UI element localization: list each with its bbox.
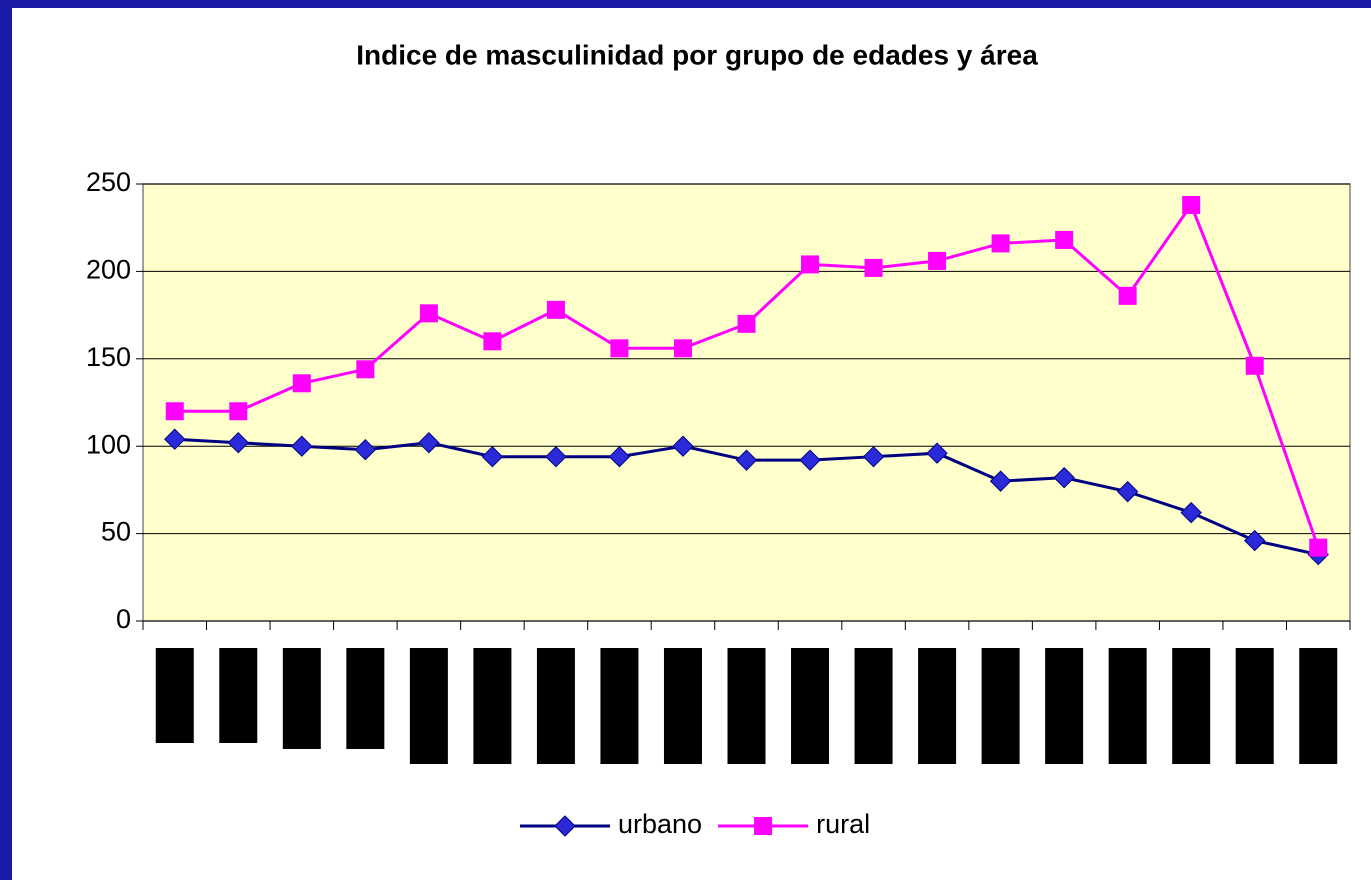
redacted-label (1299, 648, 1338, 764)
marker (864, 258, 883, 277)
marker (1116, 480, 1139, 503)
marker (554, 815, 576, 837)
marker (1118, 286, 1137, 305)
y-tick-label: 100 (86, 429, 131, 459)
marker (1245, 356, 1264, 375)
marker (672, 435, 694, 457)
marker (754, 817, 773, 835)
chart-title: Indice de masculinidad por grupo de edad… (356, 39, 1038, 70)
marker (227, 431, 249, 454)
marker (608, 445, 631, 468)
frame-top (0, 0, 1371, 8)
y-tick-label: 200 (86, 255, 131, 285)
marker (673, 339, 692, 358)
y-tick-label: 50 (101, 517, 131, 547)
marker (1055, 230, 1074, 249)
marker (991, 234, 1010, 253)
redacted-label (473, 648, 512, 764)
marker (928, 251, 947, 270)
marker (610, 339, 629, 358)
marker (989, 470, 1012, 492)
plot-area (142, 183, 1351, 622)
marker (1180, 501, 1202, 524)
marker (862, 445, 885, 468)
marker (419, 304, 438, 323)
marker (801, 255, 820, 274)
marker (481, 445, 504, 468)
redacted-label (854, 648, 893, 764)
redacted-label (409, 648, 448, 764)
redacted-label (727, 648, 766, 764)
redacted-label (346, 648, 385, 749)
marker (546, 300, 565, 319)
redacted-label (282, 648, 321, 749)
marker (545, 445, 567, 468)
redacted-label (536, 648, 575, 764)
redacted-label (663, 648, 702, 764)
marker (483, 332, 502, 351)
redacted-label (981, 648, 1020, 764)
marker (1244, 529, 1266, 552)
marker (164, 428, 186, 450)
marker (737, 314, 756, 333)
marker (418, 431, 440, 454)
marker (291, 435, 313, 457)
y-tick-label: 150 (86, 342, 131, 372)
redacted-label (1108, 648, 1147, 764)
y-tick-label: 250 (86, 167, 131, 197)
marker (735, 449, 758, 471)
marker (1053, 466, 1075, 489)
marker (926, 442, 948, 464)
marker (165, 402, 184, 421)
redacted-label (1235, 648, 1274, 764)
legend-label: rural (816, 809, 870, 839)
marker (292, 374, 311, 393)
redacted-label (155, 648, 194, 743)
marker (356, 360, 375, 379)
redacted-label (1045, 648, 1084, 764)
y-tick-label: 0 (116, 604, 131, 634)
redacted-label (918, 648, 957, 764)
legend-label: urbano (618, 809, 702, 839)
marker (354, 438, 377, 461)
frame-left (0, 0, 12, 880)
marker (1182, 195, 1201, 214)
redacted-label (791, 648, 830, 764)
marker (1309, 538, 1328, 557)
marker (229, 402, 248, 421)
redacted-label (219, 648, 258, 743)
marker (799, 449, 821, 471)
redacted-label (1172, 648, 1211, 764)
redacted-label (600, 648, 639, 764)
